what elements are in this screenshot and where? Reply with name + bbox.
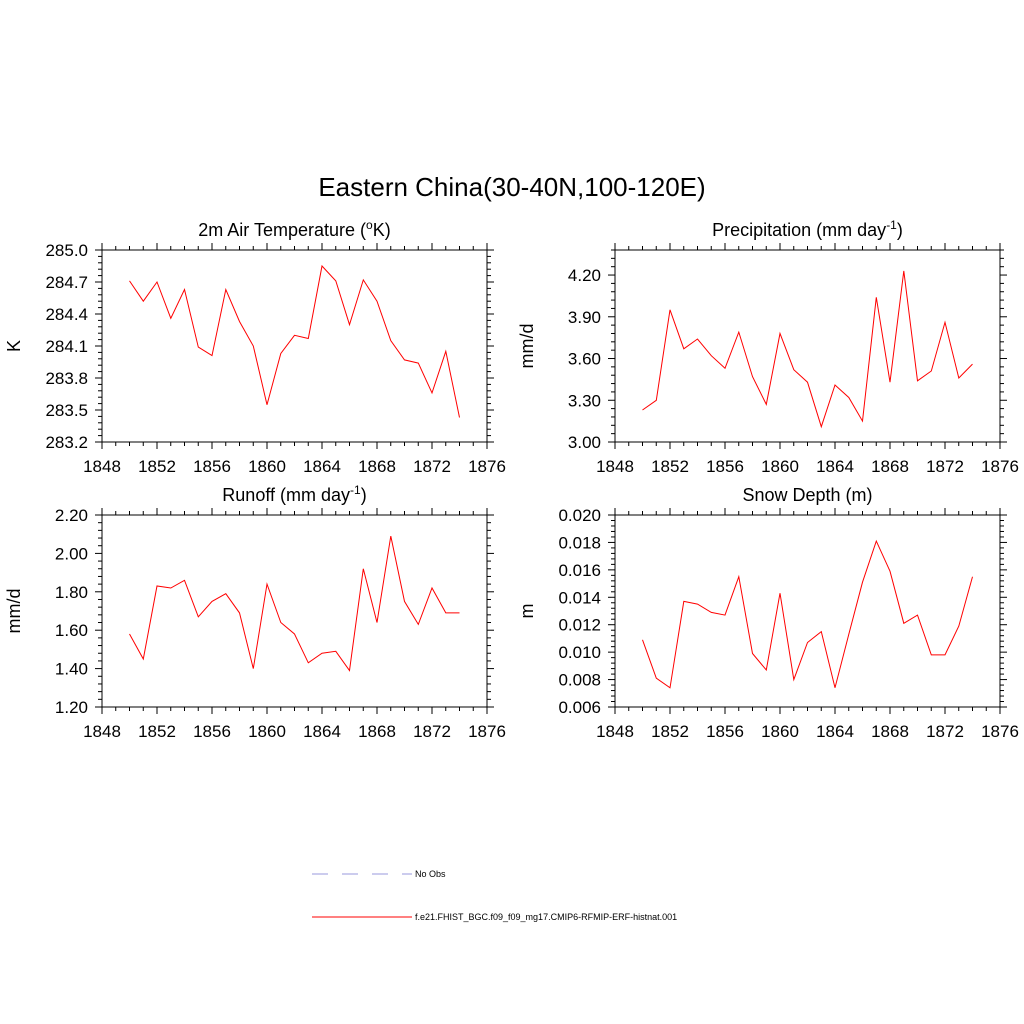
temperature-y-tick-label: 283.2 bbox=[45, 433, 88, 452]
runoff-title-suffix: ) bbox=[361, 485, 367, 505]
runoff-plot-frame bbox=[101, 514, 488, 708]
runoff-y-tick-label: 2.00 bbox=[55, 544, 88, 563]
snow-depth-x-tick-label: 1856 bbox=[706, 722, 744, 741]
runoff-panel-title: Runoff (mm day-1) bbox=[222, 483, 366, 505]
runoff-y-tick-label: 1.60 bbox=[55, 621, 88, 640]
runoff-y-tick-label: 1.40 bbox=[55, 660, 88, 679]
legend: No Obs f.e21.FHIST_BGC.f09_f09_mg17.CMIP… bbox=[312, 869, 677, 922]
snow-depth-y-tick-label: 0.016 bbox=[558, 561, 601, 580]
precipitation-y-tick-label: 3.90 bbox=[568, 308, 601, 327]
precipitation-y-tick-label: 3.60 bbox=[568, 350, 601, 369]
snow-depth-y-tick-label: 0.008 bbox=[558, 671, 601, 690]
precipitation-x-tick-label: 1852 bbox=[651, 457, 689, 476]
runoff-x-tick-label: 1876 bbox=[468, 722, 506, 741]
temperature-series-line bbox=[129, 264, 460, 418]
temperature-x-tick-label: 1876 bbox=[468, 457, 506, 476]
runoff-x-tick-label: 1852 bbox=[138, 722, 176, 741]
snow-depth-x-tick-label: 1876 bbox=[981, 722, 1019, 741]
temperature-y-tick-label: 284.4 bbox=[45, 305, 88, 324]
snow-depth-x-tick-label: 1848 bbox=[596, 722, 634, 741]
runoff-x-tick-label: 1848 bbox=[83, 722, 121, 741]
runoff-y-axis-label: mm/d bbox=[4, 589, 24, 634]
temperature-x-tick-label: 1868 bbox=[358, 457, 396, 476]
precipitation-panel-title: Precipitation (mm day-1) bbox=[712, 218, 903, 240]
runoff-x-tick-label: 1860 bbox=[248, 722, 286, 741]
snow-depth-y-tick-label: 0.010 bbox=[558, 643, 601, 662]
precipitation-x-tick-label: 1868 bbox=[871, 457, 909, 476]
snow-depth-x-tick-label: 1868 bbox=[871, 722, 909, 741]
precipitation-title-text: Precipitation (mm day bbox=[712, 220, 886, 240]
snow-depth-x-tick-label: 1852 bbox=[651, 722, 689, 741]
runoff-x-tick-label: 1868 bbox=[358, 722, 396, 741]
temperature-title-superscript: o bbox=[366, 218, 373, 232]
runoff-y-tick-label: 2.20 bbox=[55, 506, 88, 525]
temperature-x-tick-label: 1848 bbox=[83, 457, 121, 476]
precipitation-y-axis-label: mm/d bbox=[517, 324, 537, 369]
runoff-title-text: Runoff (mm day bbox=[222, 485, 350, 505]
temperature-x-tick-label: 1860 bbox=[248, 457, 286, 476]
runoff-x-tick-label: 1856 bbox=[193, 722, 231, 741]
snow-depth-title-text: Snow Depth (m) bbox=[742, 485, 872, 505]
panel-runoff: 1848 1852 1856 1860 1864 1868 1872 1876 1.20 1.40… bbox=[4, 483, 506, 741]
temperature-x-tick-label: 1872 bbox=[413, 457, 451, 476]
runoff-y-tick-label: 1.80 bbox=[55, 583, 88, 602]
panel-snow-depth: 1848 1852 1856 1860 1864 1868 1872 1876 0.006 0.0… bbox=[517, 485, 1019, 741]
precipitation-x-tick-label: 1872 bbox=[926, 457, 964, 476]
precipitation-title-superscript: -1 bbox=[886, 218, 897, 232]
precipitation-x-tick-label: 1864 bbox=[816, 457, 854, 476]
snow-depth-plot-frame bbox=[614, 514, 1001, 708]
temperature-title-suffix: K) bbox=[373, 220, 391, 240]
temperature-x-tick-label: 1856 bbox=[193, 457, 231, 476]
snow-depth-y-tick-label: 0.018 bbox=[558, 533, 601, 552]
main-title: Eastern China(30-40N,100-120E) bbox=[318, 172, 705, 202]
runoff-y-tick-label: 1.20 bbox=[55, 698, 88, 717]
temperature-x-tick-label: 1864 bbox=[303, 457, 341, 476]
precipitation-plot-frame bbox=[614, 249, 1001, 443]
legend-label-no-obs: No Obs bbox=[415, 869, 446, 879]
snow-depth-x-tick-label: 1864 bbox=[816, 722, 854, 741]
panel-temperature: 1848 1852 1856 1860 1864 1868 1872 1876 283.2 283… bbox=[4, 218, 506, 476]
runoff-series-line bbox=[129, 535, 460, 672]
temperature-y-axis-label: K bbox=[4, 340, 24, 352]
snow-depth-x-tick-label: 1872 bbox=[926, 722, 964, 741]
precipitation-series-line bbox=[642, 270, 973, 429]
snow-depth-y-tick-label: 0.014 bbox=[558, 588, 601, 607]
temperature-y-tick-label: 284.1 bbox=[45, 337, 88, 356]
temperature-plot-frame bbox=[101, 249, 488, 443]
precipitation-y-tick-label: 4.20 bbox=[568, 266, 601, 285]
panel-precipitation: 1848 1852 1856 1860 1864 1868 1872 1876 3.00 3.30… bbox=[517, 218, 1019, 476]
snow-depth-y-axis-label: m bbox=[517, 604, 537, 619]
temperature-y-tick-label: 284.7 bbox=[45, 273, 88, 292]
temperature-x-tick-label: 1852 bbox=[138, 457, 176, 476]
snow-depth-x-tick-label: 1860 bbox=[761, 722, 799, 741]
legend-label-model: f.e21.FHIST_BGC.f09_f09_mg17.CMIP6-RFMIP… bbox=[415, 912, 677, 922]
snow-depth-y-tick-label: 0.012 bbox=[558, 616, 601, 635]
runoff-x-tick-label: 1864 bbox=[303, 722, 341, 741]
runoff-x-tick-label: 1872 bbox=[413, 722, 451, 741]
precipitation-y-tick-label: 3.00 bbox=[568, 433, 601, 452]
precipitation-x-tick-label: 1856 bbox=[706, 457, 744, 476]
runoff-title-superscript: -1 bbox=[350, 483, 361, 497]
precipitation-x-tick-label: 1848 bbox=[596, 457, 634, 476]
panels: 1848 1852 1856 1860 1864 1868 1872 1876 283.2 283… bbox=[4, 218, 1019, 741]
snow-depth-panel-title: Snow Depth (m) bbox=[742, 485, 872, 505]
precipitation-x-tick-label: 1876 bbox=[981, 457, 1019, 476]
precipitation-title-suffix: ) bbox=[897, 220, 903, 240]
snow-depth-y-tick-label: 0.020 bbox=[558, 506, 601, 525]
temperature-y-tick-label: 283.5 bbox=[45, 401, 88, 420]
precipitation-y-tick-label: 3.30 bbox=[568, 391, 601, 410]
precipitation-x-tick-label: 1860 bbox=[761, 457, 799, 476]
temperature-title-text: 2m Air Temperature ( bbox=[198, 220, 366, 240]
temperature-y-tick-label: 285.0 bbox=[45, 241, 88, 260]
snow-depth-y-tick-label: 0.006 bbox=[558, 698, 601, 717]
temperature-panel-title: 2m Air Temperature (oK) bbox=[198, 218, 390, 240]
snow-depth-series-line bbox=[642, 539, 973, 689]
temperature-y-tick-label: 283.8 bbox=[45, 369, 88, 388]
